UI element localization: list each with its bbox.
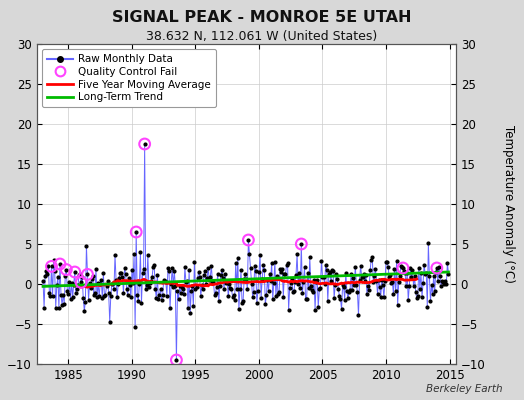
Point	[297, 241, 305, 247]
Point	[172, 357, 181, 363]
Point	[399, 265, 407, 271]
Point	[56, 261, 64, 267]
Point	[433, 265, 441, 271]
Point	[62, 266, 71, 273]
Text: 38.632 N, 112.061 W (United States): 38.632 N, 112.061 W (United States)	[146, 30, 378, 43]
Point	[71, 269, 79, 275]
Point	[244, 237, 253, 243]
Text: SIGNAL PEAK - MONROE 5E UTAH: SIGNAL PEAK - MONROE 5E UTAH	[112, 10, 412, 25]
Point	[77, 279, 85, 286]
Text: Berkeley Earth: Berkeley Earth	[427, 384, 503, 394]
Legend: Raw Monthly Data, Quality Control Fail, Five Year Moving Average, Long-Term Tren: Raw Monthly Data, Quality Control Fail, …	[42, 49, 216, 108]
Point	[83, 271, 92, 278]
Point	[132, 229, 140, 235]
Y-axis label: Temperature Anomaly (°C): Temperature Anomaly (°C)	[502, 125, 515, 283]
Point	[140, 141, 149, 147]
Point	[47, 263, 56, 270]
